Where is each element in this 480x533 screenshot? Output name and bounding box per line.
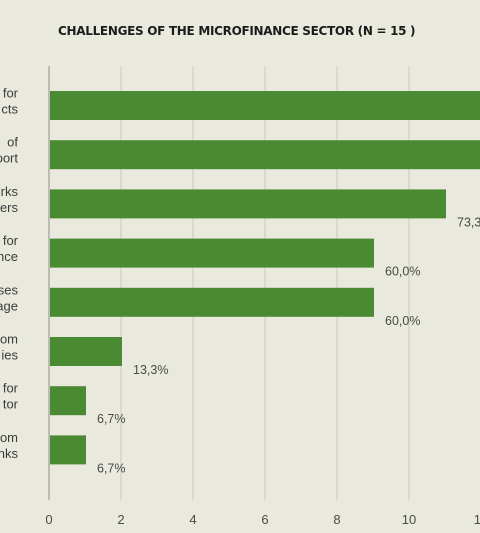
data-label: 60,0%: [385, 265, 420, 279]
category-label: for nce: [0, 233, 19, 264]
data-label: 13,3%: [133, 363, 168, 377]
data-label: 73,3: [457, 215, 480, 229]
x-tick-label: 6: [261, 512, 268, 527]
data-label: 60,0%: [385, 314, 420, 328]
x-tick-label: 8: [333, 512, 340, 527]
x-tick-label: 10: [402, 512, 416, 527]
bar: [50, 337, 122, 366]
bar: [50, 287, 374, 317]
x-tick-label: 12: [474, 512, 480, 527]
x-tick-label: 2: [117, 512, 124, 527]
x-tick-label: 0: [45, 512, 52, 527]
bar: [50, 435, 86, 465]
data-label: 6,7%: [97, 412, 126, 426]
bar: [50, 386, 86, 416]
bar: [50, 238, 374, 268]
category-label: for cts: [1, 86, 18, 117]
category-label: rks ers: [0, 184, 18, 215]
bar: [50, 189, 446, 219]
category-label: for tor: [3, 381, 19, 412]
x-tick-label: 4: [189, 512, 196, 527]
category-label: om ies: [0, 332, 18, 363]
bar: [50, 91, 480, 120]
chart-title: CHALLENGES OF THE MICROFINANCE SECTOR (N…: [58, 24, 416, 38]
category-label: sesage: [0, 282, 18, 313]
data-label: 6,7%: [97, 461, 126, 475]
category-label: ofport: [0, 135, 18, 166]
bar: [50, 140, 480, 170]
category-label: om nks: [0, 430, 18, 461]
